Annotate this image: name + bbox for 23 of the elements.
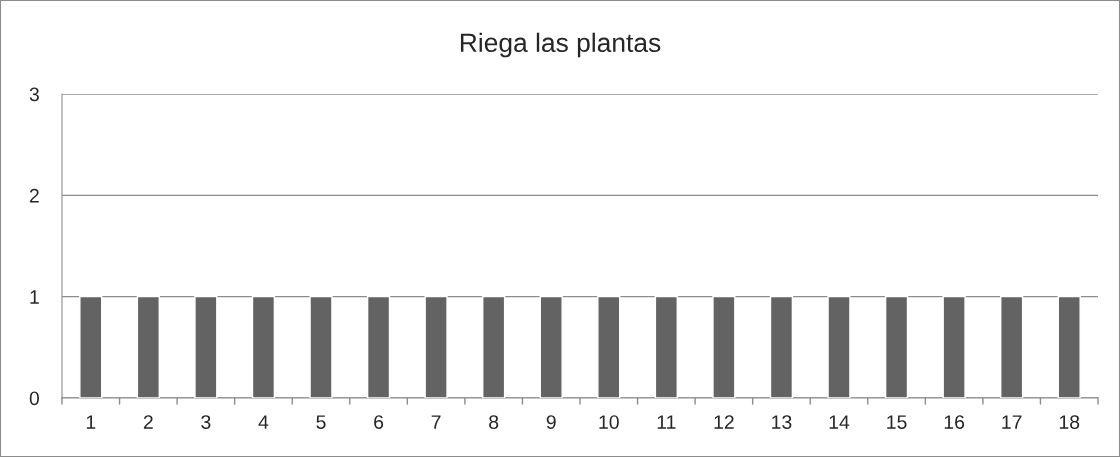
y-tick-label: 0 (29, 391, 40, 406)
x-tick-label: 7 (431, 415, 441, 429)
x-tick-label: 12 (714, 415, 734, 429)
x-tick-label: 11 (657, 415, 676, 429)
chart-title: Riega las plantas (460, 32, 661, 58)
x-tick-label: 9 (546, 415, 556, 429)
x-tick-label: 17 (1002, 415, 1022, 429)
y-tick-label: 1 (30, 290, 39, 304)
y-tick-label: 2 (29, 188, 39, 203)
x-tick-label: 13 (772, 415, 792, 429)
x-tick-label: 15 (887, 415, 907, 429)
x-tick-label: 1 (86, 415, 96, 429)
x-tick-label: 2 (143, 415, 153, 429)
y-tick-label: 3 (29, 87, 39, 102)
x-tick-label: 3 (201, 415, 211, 429)
x-tick-label: 4 (258, 415, 269, 429)
x-tick-label: 10 (599, 415, 619, 429)
x-tick-label: 6 (374, 415, 384, 429)
x-tick-label: 5 (316, 415, 326, 429)
x-tick-label: 16 (944, 415, 965, 429)
x-tick-label: 14 (829, 415, 850, 429)
x-tick-label: 8 (489, 415, 499, 429)
x-tick-label: 18 (1059, 415, 1080, 429)
